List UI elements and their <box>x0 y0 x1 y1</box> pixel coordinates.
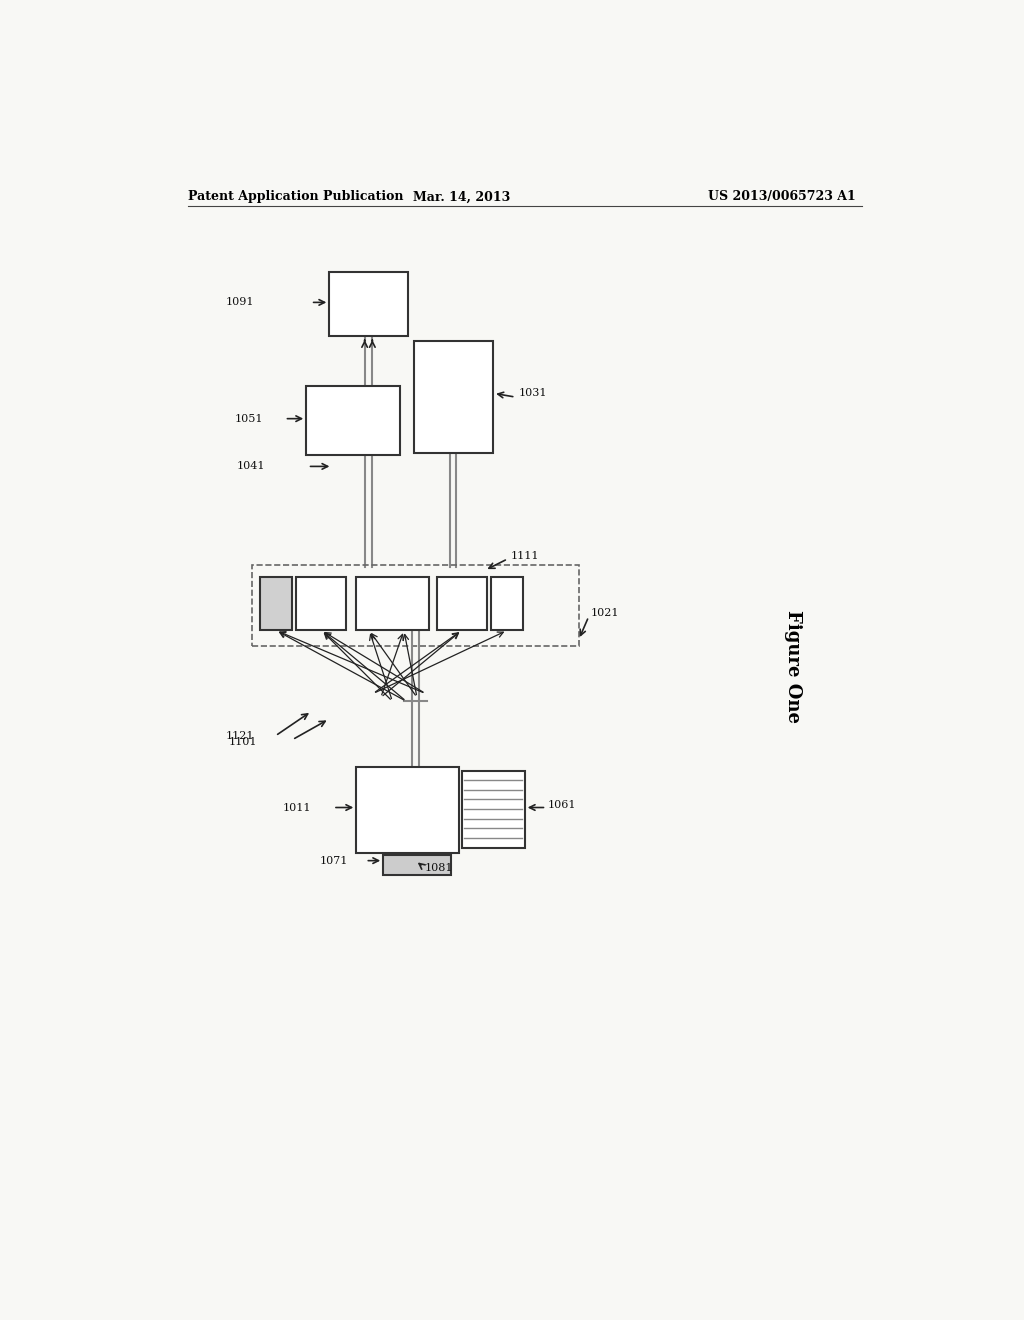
Text: 1011: 1011 <box>283 803 311 813</box>
Text: 1031: 1031 <box>518 388 547 399</box>
Bar <box>490 577 523 631</box>
Bar <box>356 767 459 853</box>
Text: US 2013/0065723 A1: US 2013/0065723 A1 <box>708 190 856 203</box>
Text: 1021: 1021 <box>590 607 618 618</box>
Bar <box>414 341 494 453</box>
Bar <box>260 577 292 631</box>
Bar <box>252 565 580 645</box>
Text: 1111: 1111 <box>511 550 540 561</box>
Bar <box>296 577 346 631</box>
Text: 1121: 1121 <box>225 731 254 741</box>
Bar <box>306 385 400 455</box>
Text: 1041: 1041 <box>237 462 265 471</box>
Bar <box>437 577 487 631</box>
Text: 1101: 1101 <box>229 737 258 747</box>
Bar <box>356 577 429 631</box>
Text: Patent Application Publication: Patent Application Publication <box>188 190 403 203</box>
Bar <box>330 272 408 335</box>
Text: 1091: 1091 <box>225 297 254 308</box>
Bar <box>462 771 525 847</box>
Text: Figure One: Figure One <box>783 610 802 723</box>
Text: 1081: 1081 <box>425 862 454 873</box>
Text: 1071: 1071 <box>321 855 348 866</box>
Text: Mar. 14, 2013: Mar. 14, 2013 <box>413 190 510 203</box>
Text: 1061: 1061 <box>548 800 577 810</box>
Bar <box>383 855 451 875</box>
Text: 1051: 1051 <box>234 413 263 424</box>
